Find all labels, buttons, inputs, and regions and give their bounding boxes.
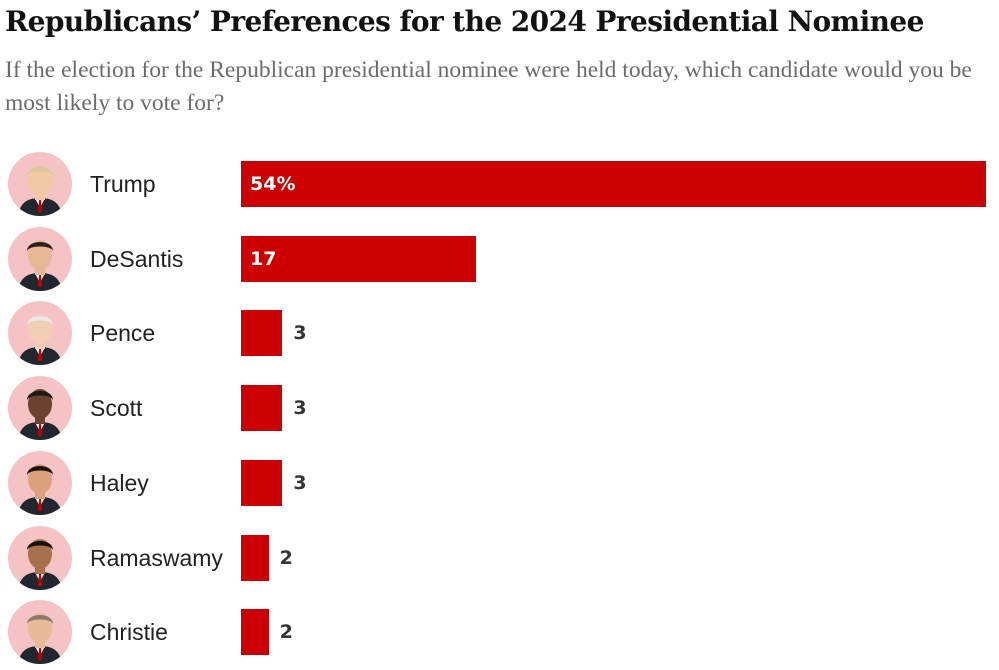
candidate-name: Pence	[90, 320, 156, 347]
candidate-photo	[8, 600, 72, 665]
candidate-name: Haley	[90, 469, 149, 496]
value-label: 3	[293, 471, 307, 494]
chart-title: Republicans’ Preferences for the 2024 Pr…	[5, 5, 924, 38]
candidate-row: Pence 3	[0, 295, 999, 369]
candidate-name: Trump	[90, 171, 156, 197]
value-label: 3	[293, 397, 307, 420]
candidate-row: Ramaswamy 2	[0, 520, 999, 594]
candidate-photo	[8, 450, 72, 515]
candidate-photo	[8, 301, 72, 366]
bar	[241, 161, 986, 207]
bar	[241, 534, 269, 581]
candidate-photo	[8, 226, 72, 291]
chart-subtitle: If the election for the Republican presi…	[5, 57, 972, 116]
bar	[241, 385, 283, 432]
candidate-row: Haley 3	[0, 445, 999, 519]
bar	[241, 459, 283, 506]
candidate-photo	[8, 376, 72, 441]
candidate-row: DeSantis 17	[0, 221, 999, 295]
candidate-name: Scott	[90, 395, 143, 422]
bar	[241, 609, 269, 656]
candidate-name: DeSantis	[90, 245, 184, 272]
value-label: 2	[279, 546, 293, 569]
bar	[241, 235, 476, 282]
candidate-row: Christie 2	[0, 594, 999, 668]
value-label: 3	[293, 322, 307, 345]
value-label: 54%	[250, 173, 296, 195]
candidate-photo	[8, 152, 72, 216]
candidate-row: Trump 54%	[0, 146, 999, 220]
bar	[241, 310, 283, 357]
candidate-name: Christie	[90, 619, 168, 646]
candidate-name: Ramaswamy	[90, 544, 223, 571]
value-label: 17	[250, 247, 277, 270]
value-label: 2	[279, 621, 293, 644]
candidate-photo	[8, 525, 72, 590]
candidate-row: Scott 3	[0, 370, 999, 444]
